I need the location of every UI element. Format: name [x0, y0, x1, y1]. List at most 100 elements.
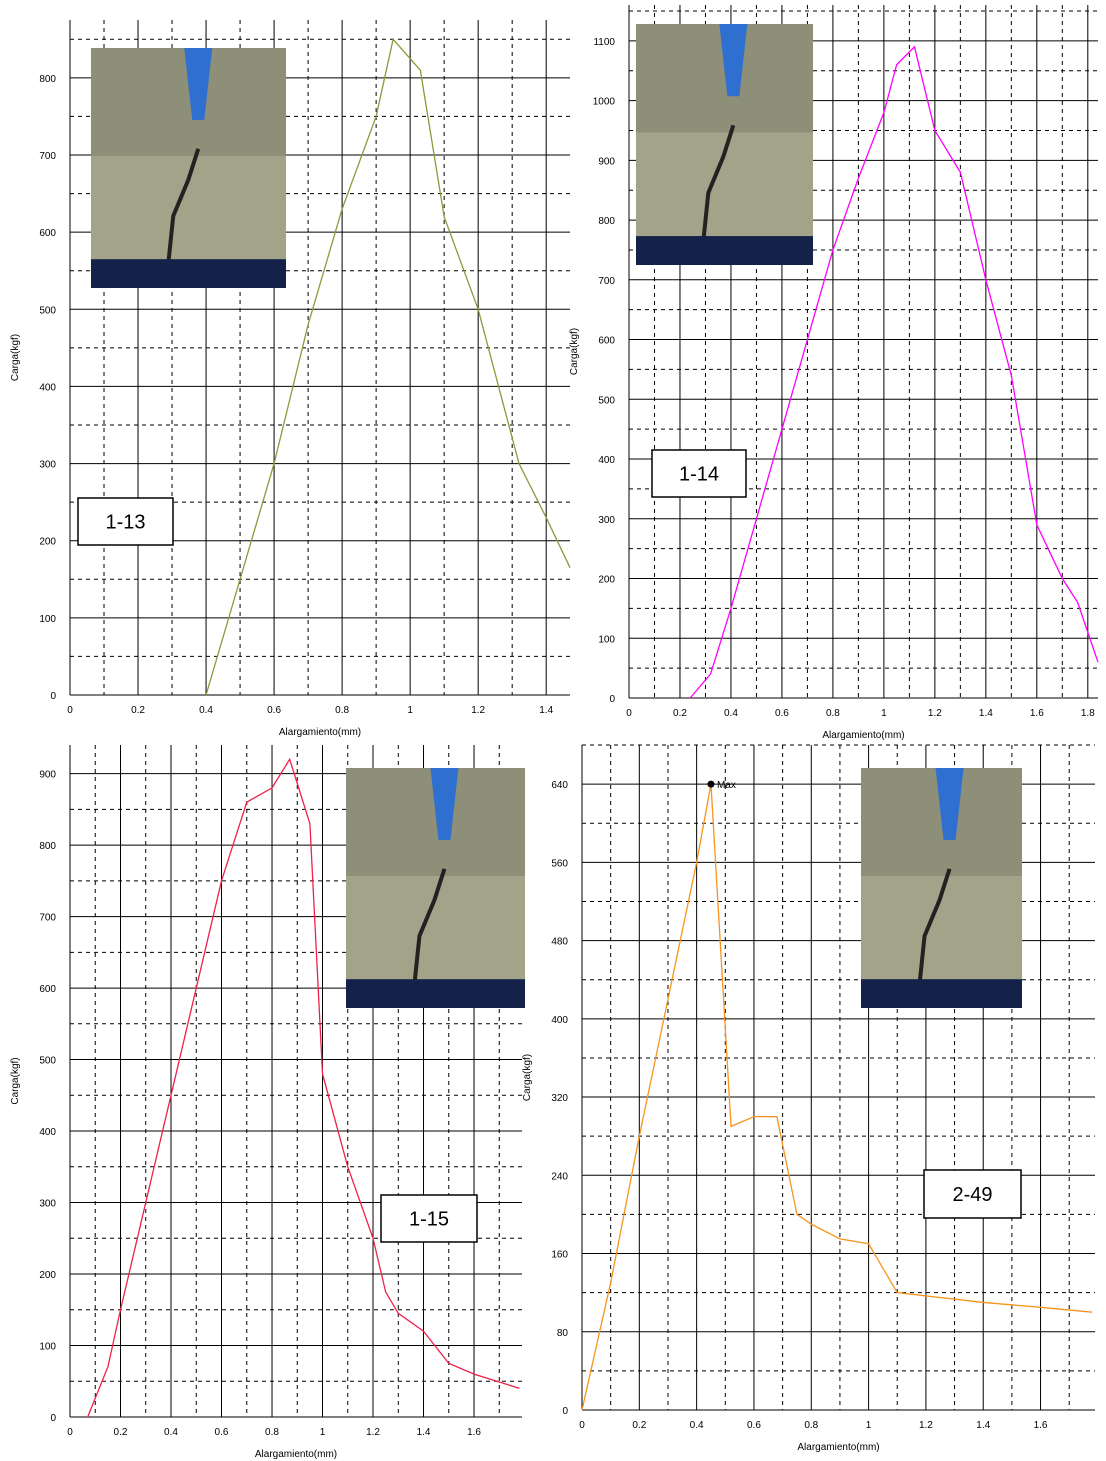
y-tick-label: 800	[598, 216, 615, 227]
x-tick-label: 0.6	[747, 1420, 761, 1431]
y-tick-label: 900	[39, 770, 56, 781]
specimen-label: 1-15	[409, 1209, 449, 1231]
x-tick-label: 1.2	[471, 705, 485, 716]
x-tick-label: 1.4	[417, 1427, 431, 1438]
y-tick-label: 800	[39, 841, 56, 852]
y-tick-label: 0	[562, 1406, 568, 1417]
x-tick-label: 0.4	[690, 1420, 704, 1431]
y-tick-label: 400	[39, 1127, 56, 1138]
x-tick-label: 0.2	[673, 708, 687, 719]
y-tick-label: 100	[39, 1342, 56, 1353]
data-line	[689, 45, 1099, 699]
x-tick-label: 1.2	[919, 1420, 933, 1431]
x-tick-label: 0.6	[775, 708, 789, 719]
x-tick-label: 1.6	[1034, 1420, 1048, 1431]
x-tick-label: 1	[320, 1427, 326, 1438]
photo-bottom	[636, 236, 813, 265]
y-tick-label: 400	[598, 455, 615, 466]
x-axis-label: Alargamiento(mm)	[255, 1449, 337, 1460]
y-tick-label: 0	[50, 691, 56, 702]
y-axis-label: Carga(kgf)	[10, 334, 21, 381]
x-tick-label: 1	[407, 705, 413, 716]
y-tick-label: 700	[39, 151, 56, 162]
y-tick-label: 320	[551, 1093, 568, 1104]
crack	[412, 868, 447, 985]
label-box	[77, 497, 174, 546]
y-axis-label: Carga(kgf)	[522, 1054, 533, 1101]
y-tick-label: 0	[609, 694, 615, 705]
y-tick-label: 400	[551, 1015, 568, 1026]
data-line	[581, 784, 1093, 1411]
notch	[935, 768, 964, 840]
y-tick-label: 600	[39, 228, 56, 239]
specimen-label: 1-13	[105, 512, 145, 534]
specimen-photo	[346, 768, 525, 1008]
notch	[184, 48, 213, 120]
label-box	[651, 449, 747, 498]
y-tick-label: 600	[598, 336, 615, 347]
data-line	[87, 757, 520, 1418]
specimen-photo	[636, 24, 813, 265]
x-tick-label: 0.4	[164, 1427, 178, 1438]
x-tick-label: 1.8	[1081, 708, 1095, 719]
y-tick-label: 800	[39, 74, 56, 85]
y-tick-label: 500	[39, 1056, 56, 1067]
y-tick-label: 900	[598, 156, 615, 167]
crack	[701, 124, 736, 242]
x-tick-label: 0.4	[199, 705, 213, 716]
x-tick-label: 0.4	[724, 708, 738, 719]
y-tick-label: 100	[598, 634, 615, 645]
crack	[166, 148, 201, 265]
specimen-photo	[91, 48, 286, 288]
y-tick-label: 1000	[593, 97, 616, 108]
notch	[430, 768, 459, 840]
y-tick-label: 300	[39, 460, 56, 471]
y-tick-label: 400	[39, 382, 56, 393]
notch	[719, 24, 748, 97]
y-tick-label: 560	[551, 858, 568, 869]
y-tick-label: 100	[39, 614, 56, 625]
y-tick-label: 640	[551, 780, 568, 791]
y-tick-label: 700	[598, 276, 615, 287]
y-axis-label: Carga(kgf)	[10, 1057, 21, 1104]
max-label: Max	[717, 780, 736, 791]
x-tick-label: 0.8	[826, 708, 840, 719]
y-tick-label: 1100	[593, 37, 615, 48]
x-axis-label: Alargamiento(mm)	[822, 730, 904, 741]
x-tick-label: 0.8	[335, 705, 349, 716]
x-axis-label: Alargamiento(mm)	[797, 1442, 879, 1453]
specimen-label: 2-49	[952, 1184, 992, 1206]
y-tick-label: 480	[551, 937, 568, 948]
y-tick-label: 300	[598, 515, 615, 526]
y-tick-label: 80	[557, 1328, 569, 1339]
x-tick-label: 1.6	[467, 1427, 481, 1438]
max-marker	[707, 780, 715, 788]
photo-bottom	[346, 979, 525, 1008]
x-tick-label: 0	[67, 705, 73, 716]
y-tick-label: 200	[39, 1270, 56, 1281]
y-tick-label: 240	[551, 1171, 568, 1182]
y-tick-label: 500	[598, 395, 615, 406]
x-tick-label: 0	[626, 708, 632, 719]
x-tick-label: 0.8	[804, 1420, 818, 1431]
photo-bottom	[861, 979, 1022, 1008]
x-tick-label: 1.6	[1030, 708, 1044, 719]
y-tick-label: 600	[39, 984, 56, 995]
x-tick-label: 1.4	[979, 708, 993, 719]
x-tick-label: 0.6	[215, 1427, 229, 1438]
x-tick-label: 1	[881, 708, 887, 719]
label-box	[923, 1169, 1022, 1219]
x-axis-label: Alargamiento(mm)	[279, 727, 361, 738]
x-tick-label: 0.2	[632, 1420, 646, 1431]
y-tick-label: 200	[39, 537, 56, 548]
x-tick-label: 0.2	[114, 1427, 128, 1438]
y-tick-label: 0	[50, 1413, 56, 1424]
x-tick-label: 0.8	[265, 1427, 279, 1438]
x-tick-label: 1.2	[366, 1427, 380, 1438]
y-axis-label: Carga(kgf)	[569, 328, 580, 375]
y-tick-label: 200	[598, 575, 615, 586]
x-tick-label: 0	[579, 1420, 585, 1431]
x-tick-label: 0.6	[267, 705, 281, 716]
label-box	[380, 1194, 478, 1243]
y-tick-label: 300	[39, 1199, 56, 1210]
